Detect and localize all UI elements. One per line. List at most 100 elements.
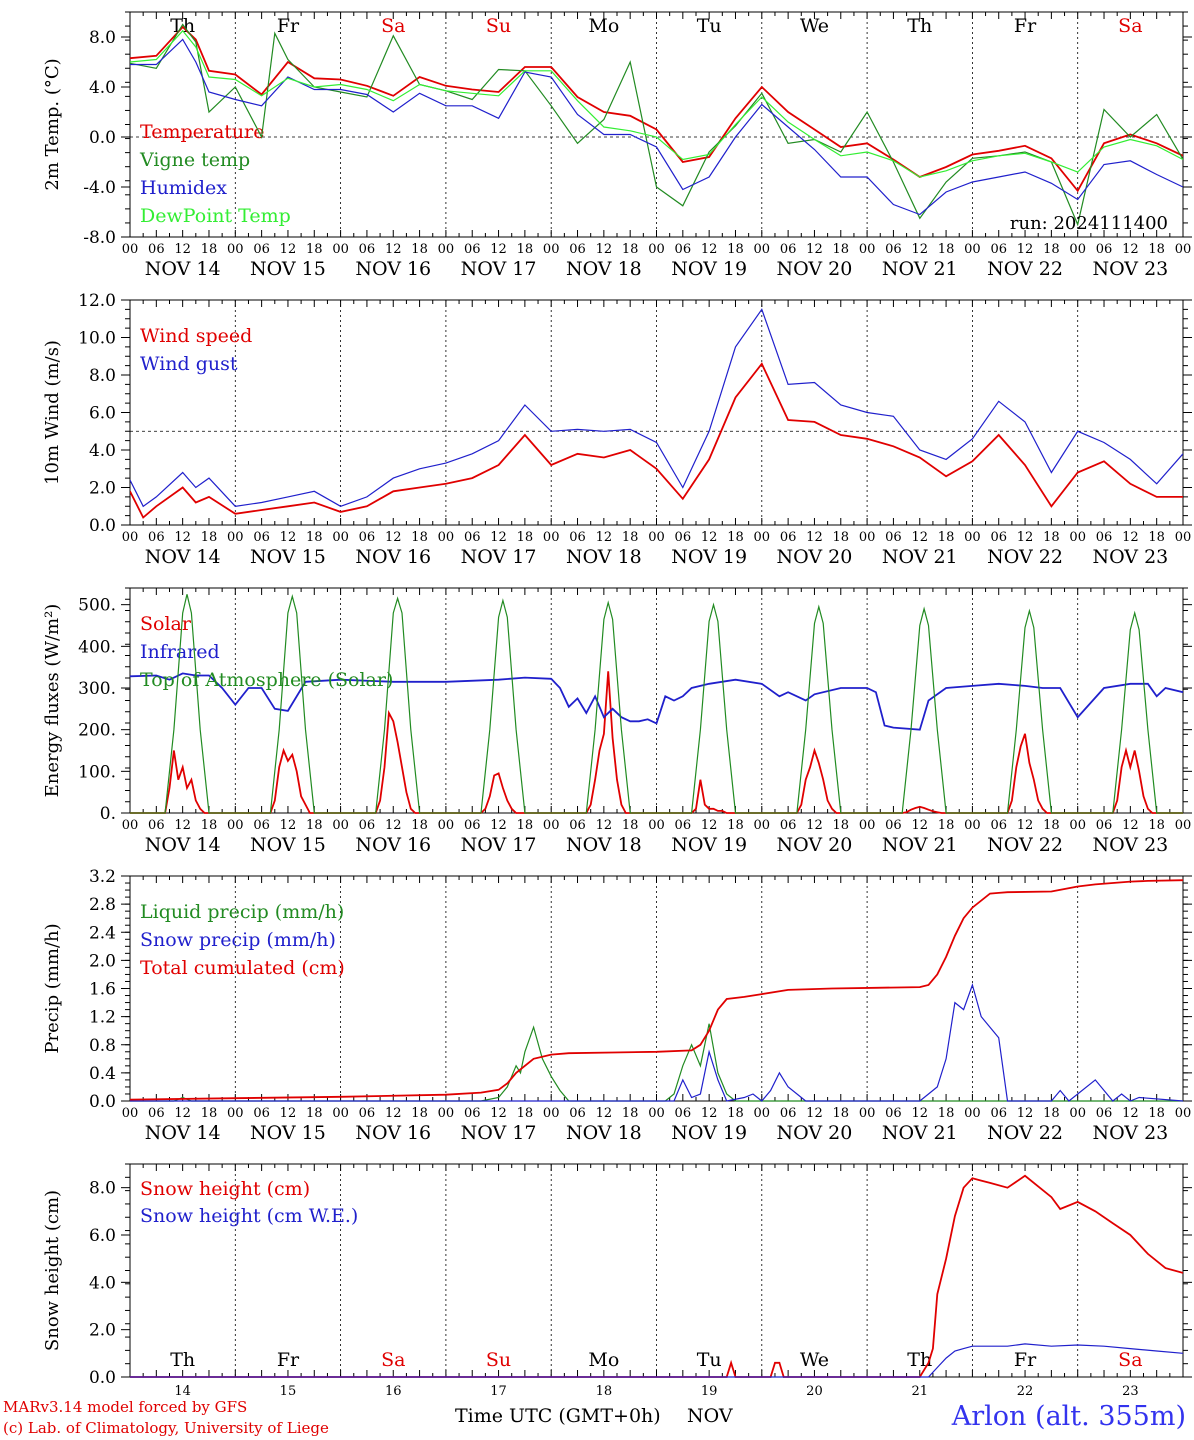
hour-label: 00 [754,242,771,257]
y-tick-label: 0.4 [89,1064,116,1084]
date-label: NOV 19 [671,258,747,280]
hour-label: 06 [148,242,165,257]
hour-label: 06 [148,1106,165,1121]
credit-line-1: MARv3.14 model forced by GFS [3,1398,248,1416]
hour-label: 12 [596,818,613,833]
y-tick-label: 2.0 [89,1321,116,1341]
hour-label: 12 [701,242,718,257]
hour-label: 12 [596,530,613,545]
date-label: NOV 16 [355,258,431,280]
hour-label: 00 [859,818,876,833]
hour-label: 06 [675,530,692,545]
hour-label: 06 [780,530,797,545]
y-axis-label: 10m Wind (m/s) [42,340,63,485]
hour-label: 00 [859,530,876,545]
weekday-label: Th [170,1349,195,1371]
hour-label: 06 [464,242,481,257]
hour-label: 06 [675,1106,692,1121]
y-tick-label: 2.0 [89,951,116,971]
y-tick-label: 10.0 [78,329,116,349]
hour-label: 18 [833,242,850,257]
date-label: NOV 15 [250,1122,326,1144]
legend-entry: Humidex [140,177,227,199]
hour-label: 12 [385,1106,402,1121]
hour-label: 12 [806,1106,823,1121]
day-number-label: 20 [806,1384,823,1399]
hour-label: 18 [1043,818,1060,833]
y-tick-label: 500. [78,596,116,616]
hour-label: 18 [727,818,744,833]
hour-label: 00 [648,242,665,257]
hour-label: 18 [201,818,218,833]
hour-label: 06 [464,530,481,545]
hour-label: 12 [490,242,507,257]
y-axis-label: 2m Temp. (°C) [42,58,63,190]
hour-label: 00 [1069,530,1086,545]
station-name: Arlon (alt. 355m) [951,1401,1186,1432]
hour-label: 00 [227,818,244,833]
hour-label: 12 [490,818,507,833]
date-label: NOV 18 [566,258,642,280]
date-label: NOV 23 [1092,834,1168,856]
hour-label: 12 [280,818,297,833]
date-label: NOV 22 [987,834,1063,856]
date-label: NOV 20 [777,546,853,568]
day-number-label: 18 [596,1384,613,1399]
date-label: NOV 21 [882,258,958,280]
weekday-label: Fr [277,1349,300,1371]
hour-label: 00 [964,818,981,833]
hour-label: 18 [1148,818,1165,833]
y-tick-label: 3.2 [89,867,116,887]
y-tick-label: 2.4 [89,923,116,943]
hour-label: 00 [648,530,665,545]
date-label: NOV 23 [1092,1122,1168,1144]
hour-label: 18 [306,1106,323,1121]
hour-label: 18 [622,242,639,257]
weekday-label: Sa [381,1349,405,1371]
hour-label: 18 [727,1106,744,1121]
hour-label: 00 [1069,1106,1086,1121]
hour-label: 18 [306,530,323,545]
date-label: NOV 18 [566,1122,642,1144]
y-tick-label: -8.0 [83,228,116,248]
x-axis-unit: NOV [687,1405,733,1427]
hour-label: 06 [253,1106,270,1121]
hour-label: 18 [938,818,955,833]
hour-label: 12 [280,242,297,257]
date-label: NOV 14 [145,1122,221,1144]
hour-label: 00 [122,530,139,545]
hour-label: 18 [517,1106,534,1121]
date-label: NOV 18 [566,834,642,856]
hour-label: 18 [622,530,639,545]
hour-label: 12 [490,1106,507,1121]
weekday-label: Tu [697,1349,722,1371]
y-tick-label: 0.8 [89,1036,116,1056]
date-label: NOV 16 [355,546,431,568]
y-tick-label: 8.0 [89,1179,116,1199]
hour-label: 12 [596,242,613,257]
y-tick-label: 8.0 [89,28,116,48]
hour-label: 06 [359,1106,376,1121]
run-annotation: run: 2024111400 [1010,213,1168,234]
hour-label: 06 [359,818,376,833]
legend-entry: DewPoint Temp [140,205,291,227]
hour-label: 06 [885,818,902,833]
hour-label: 06 [148,530,165,545]
weekday-label: Th [907,15,932,37]
y-axis-label: Snow height (cm) [42,1190,63,1351]
hour-label: 12 [174,818,191,833]
y-tick-label: 1.2 [89,1008,116,1028]
weekday-label: Su [486,15,511,37]
legend-entry: Snow precip (mm/h) [140,929,336,951]
y-tick-label: 1.6 [89,980,116,1000]
hour-label: 06 [148,818,165,833]
hour-label: 06 [464,818,481,833]
date-label: NOV 15 [250,546,326,568]
hour-label: 18 [517,818,534,833]
hour-label: 12 [385,242,402,257]
hour-label: 06 [464,1106,481,1121]
hour-label: 06 [1096,818,1113,833]
weekday-label: Fr [277,15,300,37]
y-tick-label: 0.0 [89,1092,116,1112]
